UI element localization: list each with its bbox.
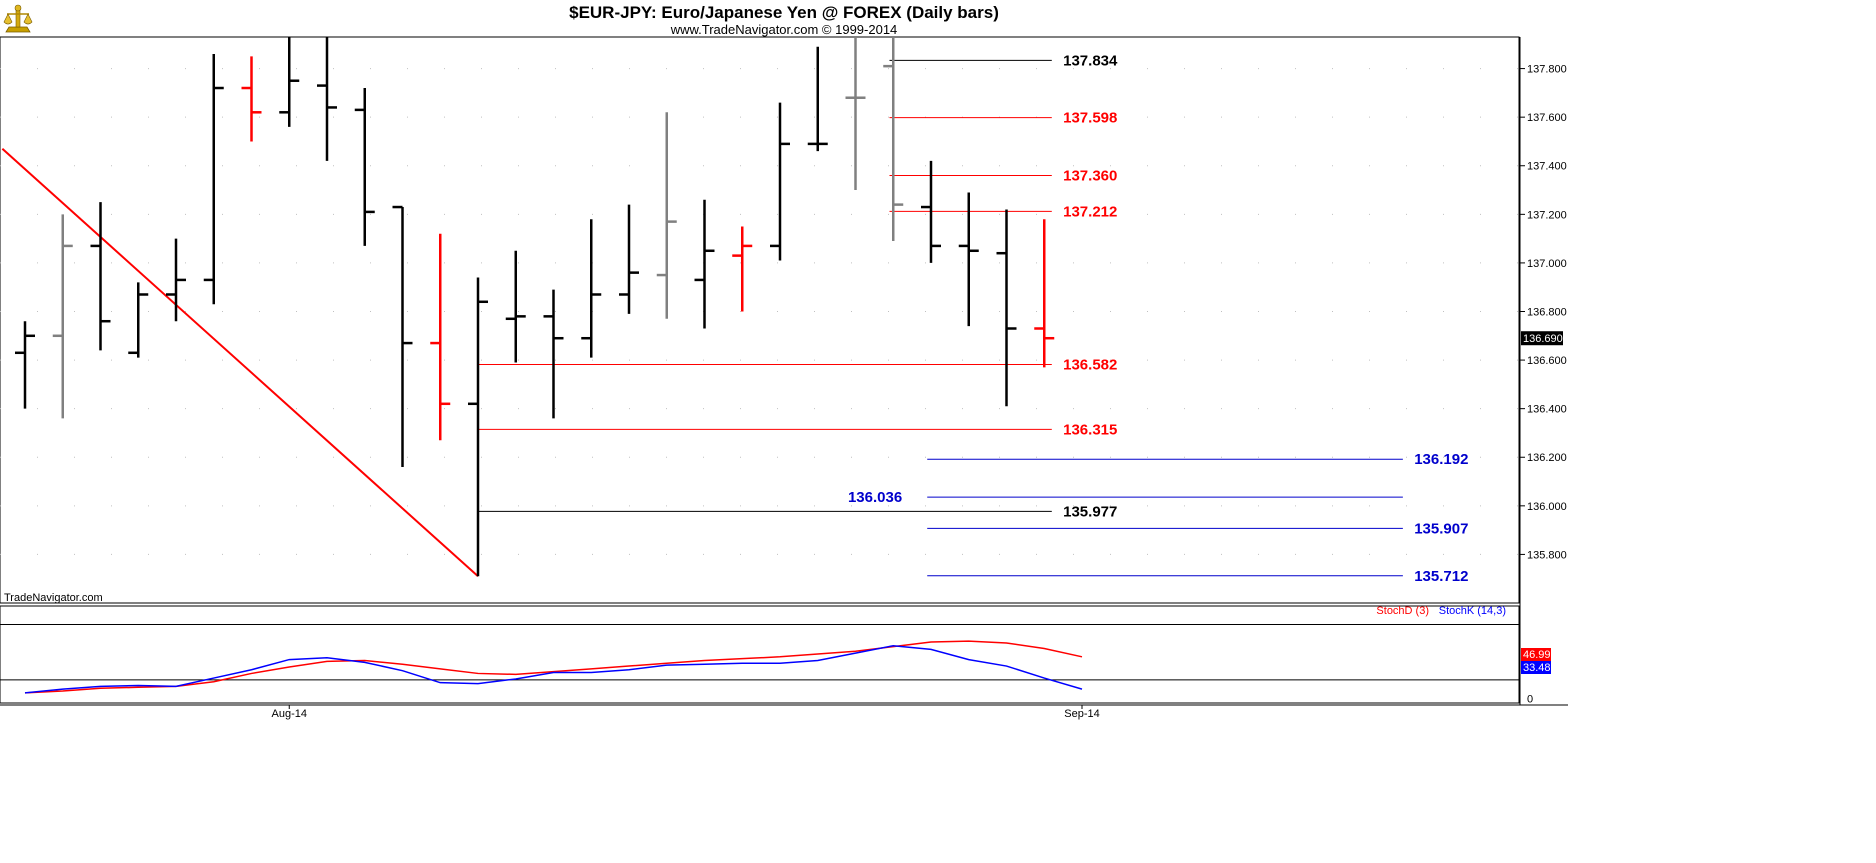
y-tick-label: 137.800 <box>1527 64 1567 76</box>
last-price-label: 136.690 <box>1523 333 1563 345</box>
ohlc-bar <box>656 112 677 319</box>
y-tick-label: 136.200 <box>1527 452 1567 464</box>
ohlc-bar <box>883 37 904 242</box>
ohlc-bar <box>430 233 451 441</box>
ohlc-bar <box>317 37 337 161</box>
ohlc-bar <box>166 238 186 322</box>
ohlc-bar <box>90 202 111 351</box>
level-label: 137.834 <box>1063 52 1118 69</box>
level-label: 137.212 <box>1063 203 1117 220</box>
stoch-y-tick-label: 0 <box>1527 693 1533 705</box>
stoch-series-line <box>24 644 1083 694</box>
y-tick-label: 136.400 <box>1527 404 1567 416</box>
ohlc-bar <box>1034 219 1055 368</box>
ohlc-bar <box>468 277 488 577</box>
ohlc-bars <box>15 37 1055 577</box>
level-label: 136.036 <box>848 489 902 506</box>
ohlc-bar <box>694 199 715 329</box>
ohlc-bar <box>505 250 526 363</box>
y-tick-label: 137.400 <box>1527 161 1567 173</box>
ohlc-bar <box>15 321 35 409</box>
ohlc-bar <box>392 205 413 467</box>
trendline <box>1 147 479 578</box>
price-panel-frame <box>0 36 1520 604</box>
stoch-panel-frame <box>0 605 1520 704</box>
y-tick-label: 137.000 <box>1527 258 1567 270</box>
chart-canvas: 137.834 137.598 137.360 137.212 136.582 136.3… <box>0 3 1568 720</box>
legend-stoch-d: StochD (3) <box>1376 605 1429 617</box>
trendline-segment <box>1 147 479 578</box>
y-tick-label: 137.200 <box>1527 209 1567 221</box>
level-label: 137.598 <box>1063 110 1117 127</box>
chart-title: $EUR-JPY: Euro/Japanese Yen @ FOREX (Dai… <box>569 3 999 22</box>
ohlc-bar <box>52 214 73 419</box>
y-tick-label: 135.800 <box>1527 549 1567 561</box>
level-label: 135.712 <box>1414 568 1468 585</box>
ohlc-bar <box>845 37 866 191</box>
ohlc-bar <box>543 289 564 419</box>
ohlc-bar <box>619 204 639 314</box>
ohlc-bar <box>354 88 375 246</box>
y-tick-label: 136.000 <box>1527 501 1567 513</box>
gold-trophy-icon <box>3 4 33 33</box>
last-price-tag: 136.690 <box>1521 331 1563 346</box>
ohlc-bar <box>581 219 602 358</box>
ohlc-bar <box>128 282 149 358</box>
y-tick-label: 136.800 <box>1527 306 1567 318</box>
date-axis: Aug-14 Sep-14 <box>272 705 1100 720</box>
y-tick-label: 137.600 <box>1527 112 1567 124</box>
ohlc-bar <box>770 102 790 261</box>
ohlc-bar <box>241 56 262 142</box>
price-levels: 137.834 137.598 137.360 137.212 136.582 136.3… <box>478 52 1468 585</box>
ohlc-bar <box>732 226 753 312</box>
level-label: 135.977 <box>1063 503 1117 520</box>
price-axis: 137.800 137.600 137.400 137.200 137.000 136.8… <box>1520 64 1567 705</box>
ohlc-bar <box>958 192 979 327</box>
y-tick-label: 136.600 <box>1527 355 1567 367</box>
x-tick-label: Sep-14 <box>1064 708 1099 720</box>
grid-dots <box>0 68 1519 555</box>
level-label: 135.907 <box>1414 520 1468 537</box>
watermark: TradeNavigator.com <box>4 592 103 604</box>
level-label: 136.315 <box>1063 421 1117 438</box>
ohlc-bar <box>203 54 224 305</box>
ohlc-bar <box>921 160 941 263</box>
stoch-d-last: 46.99 <box>1523 649 1551 661</box>
ohlc-bar <box>996 209 1017 407</box>
ohlc-bar <box>279 37 300 127</box>
level-label: 136.582 <box>1063 356 1117 373</box>
stoch-value-tags: 46.99 33.48 <box>1521 648 1551 674</box>
chart-subtitle: www.TradeNavigator.com © 1999-2014 <box>670 22 898 37</box>
stochastic-lines <box>0 623 1519 694</box>
level-label: 137.360 <box>1063 167 1117 184</box>
ohlc-bar <box>807 46 828 152</box>
stoch-k-last: 33.48 <box>1523 662 1551 674</box>
stoch-series-line <box>24 640 1083 694</box>
level-label: 136.192 <box>1414 451 1468 468</box>
x-tick-label: Aug-14 <box>272 708 307 720</box>
legend-stoch-k: StochK (14,3) <box>1439 605 1506 617</box>
